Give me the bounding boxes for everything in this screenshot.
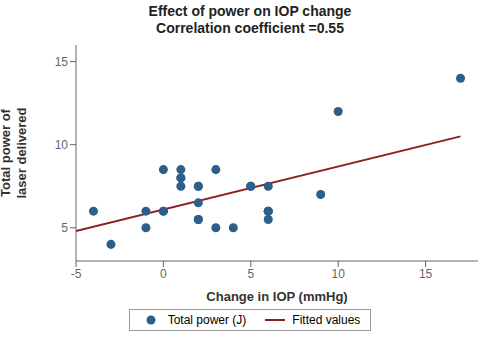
svg-text:10: 10 [55,138,69,152]
svg-text:10: 10 [331,267,345,281]
html-text:Total power (J): Total power (J) [167,313,247,327]
svg-text:-5: -5 [71,267,82,281]
html-text:Correlation coefficient =0.55: Correlation coefficient =0.55 [156,20,344,36]
svg-text:5: 5 [61,221,68,235]
svg-text:5: 5 [247,267,254,281]
svg-text:0: 0 [160,267,167,281]
svg-text:Change in IOP (mmHg): Change in IOP (mmHg) [206,289,347,304]
svg-text:15: 15 [55,55,69,69]
svg-text:Total power oflaser delivered: Total power oflaser delivered [8,107,29,198]
svg-text:15: 15 [419,267,433,281]
html-text:Fitted values: Fitted values [292,313,361,327]
html-text:Effect of power on IOP change: Effect of power on IOP change [148,3,352,19]
